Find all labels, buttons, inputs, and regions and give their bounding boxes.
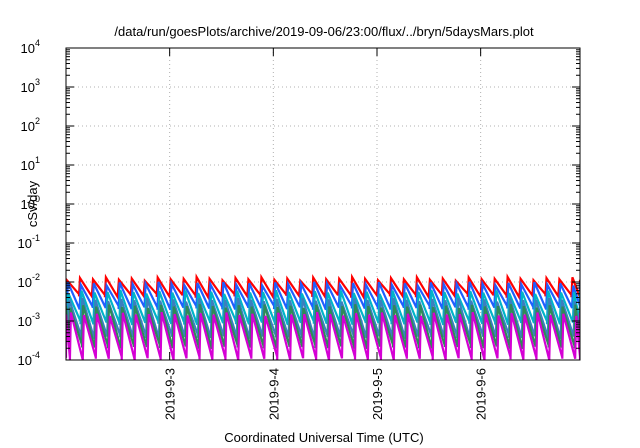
series-line — [66, 273, 580, 302]
x-tick-label: 2019-9-3 — [163, 368, 178, 420]
y-tick-label: 10-3 — [18, 311, 40, 329]
x-axis-label: Coordinated Universal Time (UTC) — [224, 430, 423, 445]
x-tick-label: 2019-9-4 — [266, 368, 281, 420]
series-group — [66, 273, 580, 360]
y-tick-label: 102 — [21, 116, 40, 134]
y-tick-label: 104 — [21, 38, 40, 56]
x-tick-label: 2019-9-6 — [474, 368, 489, 420]
y-tick-label: 101 — [21, 155, 40, 173]
x-axis: 2019-9-3 2019-9-4 2019-9-5 2019-9-6 — [163, 48, 489, 420]
x-tick-label: 2019-9-5 — [370, 368, 385, 420]
y-tick-label: 103 — [21, 77, 40, 95]
chart-title: /data/run/goesPlots/archive/2019-09-06/2… — [114, 24, 534, 39]
y-axis-label: cSv/day — [25, 180, 40, 227]
y-tick-label: 10-1 — [18, 233, 40, 251]
series-line — [66, 311, 580, 360]
series-line — [66, 279, 580, 311]
y-tick-label: 10-2 — [18, 272, 40, 290]
series-line — [66, 289, 580, 326]
y-tick-label: 10-4 — [18, 350, 40, 368]
